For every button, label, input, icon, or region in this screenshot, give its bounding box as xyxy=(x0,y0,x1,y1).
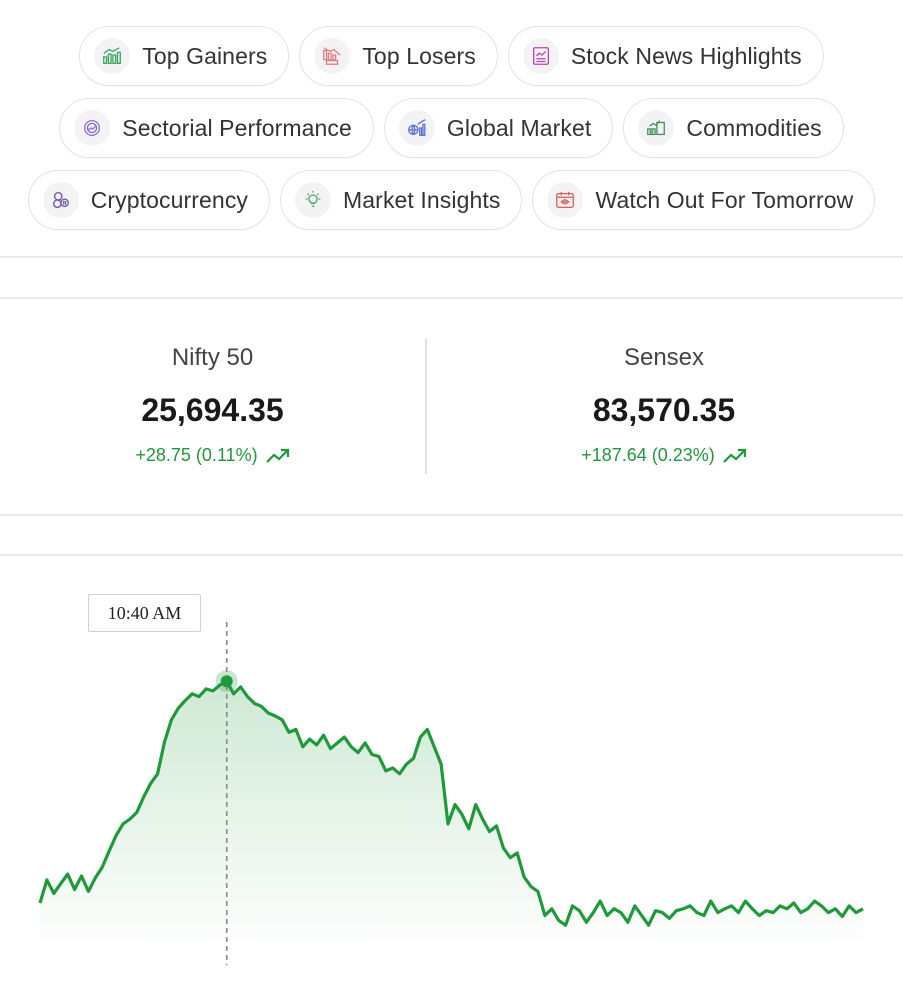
global-market-label: Global Market xyxy=(446,114,592,141)
calendar-icon xyxy=(547,182,584,218)
bar-chart-up-icon xyxy=(94,38,131,74)
top-losers-chip[interactable]: Top Losers xyxy=(299,26,498,86)
global-market-chip[interactable]: Global Market xyxy=(383,98,614,158)
top-gainers-label: Top Gainers xyxy=(142,42,268,69)
chips-row-3: Cryptocurrency Market Insights Watch Out… xyxy=(0,170,903,230)
lightbulb-icon xyxy=(295,182,332,218)
intraday-chart[interactable] xyxy=(0,560,903,980)
sensex-card[interactable]: Sensex 83,570.35 +187.64 (0.23%) xyxy=(425,338,903,466)
market-insights-chip[interactable]: Market Insights xyxy=(280,170,523,230)
bar-chart-down-icon xyxy=(314,38,351,74)
index-separator xyxy=(425,338,427,474)
trend-up-icon xyxy=(723,448,746,463)
watch-out-label: Watch Out For Tomorrow xyxy=(595,186,854,213)
nifty-value: 25,694.35 xyxy=(141,392,284,428)
divider xyxy=(0,297,903,299)
sensex-change: +187.64 (0.23%) xyxy=(581,445,747,466)
sensex-value: 83,570.35 xyxy=(592,392,736,428)
top-gainers-chip[interactable]: Top Gainers xyxy=(79,26,290,86)
cryptocurrency-label: Cryptocurrency xyxy=(90,186,249,213)
nifty-name: Nifty 50 xyxy=(171,344,254,371)
stock-news-chip[interactable]: Stock News Highlights xyxy=(507,26,824,86)
cryptocurrency-chip[interactable]: Cryptocurrency xyxy=(27,170,271,230)
chips-row-1: Top Gainers Top Losers Stock News Highli… xyxy=(0,26,903,86)
gauge-icon xyxy=(74,110,111,146)
sectorial-performance-label: Sectorial Performance xyxy=(122,114,352,141)
globe-chart-icon xyxy=(398,110,435,146)
commodities-label: Commodities xyxy=(686,114,822,141)
sensex-name: Sensex xyxy=(623,344,705,371)
tooltip-time: 10:40 AM xyxy=(107,602,182,623)
divider xyxy=(0,554,903,556)
trend-up-icon xyxy=(265,448,289,463)
market-insights-label: Market Insights xyxy=(343,186,501,213)
commodities-icon xyxy=(638,110,675,146)
commodities-chip[interactable]: Commodities xyxy=(623,98,844,158)
news-icon xyxy=(522,38,559,74)
crypto-coins-icon xyxy=(42,182,79,218)
hover-point xyxy=(220,675,233,688)
chart-area-fill xyxy=(40,681,863,940)
chart-line xyxy=(38,679,864,927)
stock-news-label: Stock News Highlights xyxy=(570,42,802,69)
divider xyxy=(0,514,903,516)
chart-tooltip: 10:40 AM xyxy=(88,594,201,632)
chips-row-2: Sectorial Performance Global Market Comm… xyxy=(0,98,903,158)
nifty-card[interactable]: Nifty 50 25,694.35 +28.75 (0.11%) xyxy=(0,338,425,466)
watch-out-chip[interactable]: Watch Out For Tomorrow xyxy=(532,170,876,230)
divider xyxy=(0,256,903,258)
nifty-change: +28.75 (0.11%) xyxy=(135,445,289,466)
nifty-change-text: +28.75 (0.11%) xyxy=(135,445,258,465)
sensex-change-text: +187.64 (0.23%) xyxy=(581,445,715,465)
top-losers-label: Top Losers xyxy=(362,42,476,69)
sectorial-performance-chip[interactable]: Sectorial Performance xyxy=(59,98,374,158)
